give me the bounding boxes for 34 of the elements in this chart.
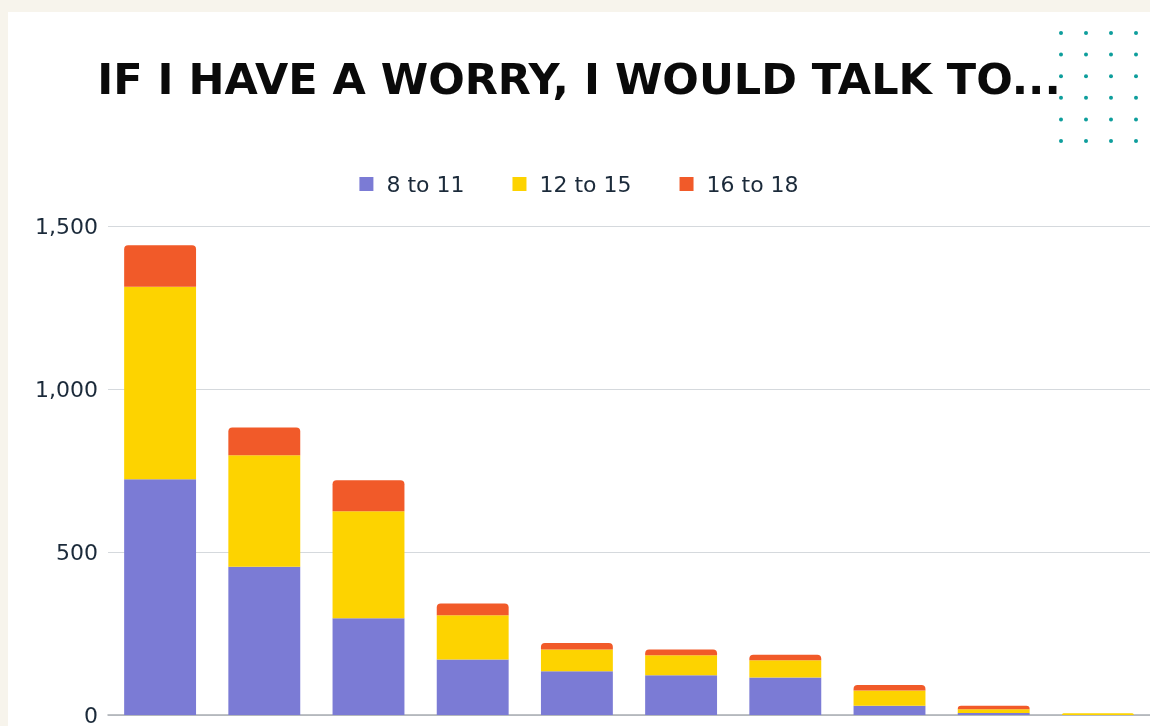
- y-tick-label: 500: [56, 539, 98, 565]
- bar: [124, 286, 197, 480]
- bar: [853, 690, 926, 706]
- legend-label: 8 to 11: [386, 171, 465, 197]
- bar: [749, 654, 822, 661]
- bar: [124, 479, 197, 715]
- bar: [124, 245, 197, 287]
- bar: [228, 566, 301, 715]
- bar: [853, 705, 926, 715]
- bar: [957, 709, 1030, 714]
- legend-label: 16 to 18: [706, 171, 799, 197]
- bar: [540, 642, 613, 650]
- bar: [749, 660, 822, 678]
- bar: [540, 671, 613, 715]
- y-tick-label: 1,000: [35, 376, 98, 402]
- bar: [749, 677, 822, 715]
- y-tick-label: 0: [84, 702, 98, 726]
- bar: [332, 511, 405, 619]
- legend-label: 12 to 15: [539, 171, 632, 197]
- bar: [436, 615, 509, 660]
- bar: [332, 618, 405, 715]
- bar: [540, 649, 613, 672]
- bar: [332, 480, 405, 512]
- bar: [853, 685, 926, 691]
- bar: [228, 455, 301, 567]
- bar: [436, 659, 509, 715]
- bar: [645, 649, 718, 656]
- bar: [645, 655, 718, 676]
- bar: [228, 427, 301, 456]
- bar: [436, 603, 509, 616]
- y-tick-label: 1,500: [35, 213, 98, 239]
- bar: [645, 675, 718, 715]
- bar: [957, 705, 1030, 710]
- chart-title: IF I HAVE A WORRY, I WOULD TALK TO...: [97, 53, 1061, 104]
